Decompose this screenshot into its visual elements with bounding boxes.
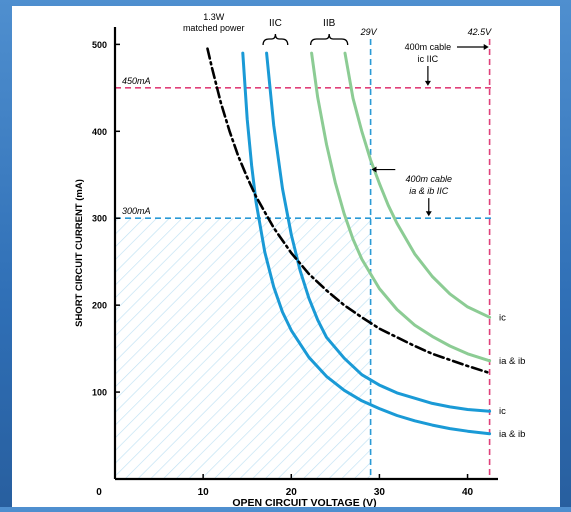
power-label-1: 1.3W <box>203 12 225 22</box>
y-tick-label: 200 <box>92 301 107 311</box>
ref-label-29V: 29V <box>360 27 378 37</box>
x-tick-label: 10 <box>198 487 210 498</box>
x-tick-label: 0 <box>96 487 102 498</box>
y-tick-label: 100 <box>92 388 107 398</box>
cable-blue-label-1: 400m cable <box>406 174 453 184</box>
arrowhead-to-450ma <box>424 80 431 86</box>
hatched-region <box>115 218 371 479</box>
group-label-iic: IIC <box>269 18 282 29</box>
cable-pink-label-2: ic IIC <box>418 54 439 64</box>
chart: 450mA 300mA 29V 42.5V 100 200 300 400 500 0 10 20 3… <box>74 12 525 509</box>
power-label-2: matched power <box>183 23 245 33</box>
y-tick-label: 400 <box>92 127 107 137</box>
series-line-iib-2 <box>343 51 492 319</box>
brace-iib <box>310 33 349 46</box>
y-tick-label: 500 <box>92 40 107 50</box>
ref-label-300mA: 300mA <box>122 206 151 216</box>
series-end-label-0: ic <box>499 406 506 417</box>
x-tick-label: 30 <box>374 487 386 498</box>
cable-pink-label-1: 400m cable <box>405 42 452 52</box>
arrowhead-to-300ma <box>425 211 432 217</box>
group-label-iib: IIB <box>323 18 336 29</box>
x-tick-label: 40 <box>462 487 474 498</box>
series-end-label-2: ic <box>499 312 506 323</box>
cable-blue-label-2: ia & ib IIC <box>409 186 449 196</box>
series-line-iic-0 <box>265 51 492 413</box>
ref-label-450mA: 450mA <box>122 76 151 86</box>
series-end-label-3: ia & ib <box>499 356 525 367</box>
ref-label-42.5V: 42.5V <box>468 27 493 37</box>
y-tick-label: 300 <box>92 214 107 224</box>
series-line-iic-1 <box>241 51 492 436</box>
series-end-label-1: ia & ib <box>499 429 525 440</box>
chart-frame: 450mA 300mA 29V 42.5V 100 200 300 400 500 0 10 20 3… <box>12 6 560 509</box>
arrowhead-to-29v <box>371 166 377 173</box>
x-axis-label: OPEN CIRCUIT VOLTAGE (V) <box>232 497 376 507</box>
x-tick-label: 20 <box>286 487 298 498</box>
series-line-iib-3 <box>310 51 492 363</box>
y-axis-label: SHORT CIRCUIT CURRENT (mA) <box>74 179 85 327</box>
arrowhead-to-42v <box>483 44 489 50</box>
series-line-4 <box>206 47 491 375</box>
brace-iic <box>262 33 289 46</box>
